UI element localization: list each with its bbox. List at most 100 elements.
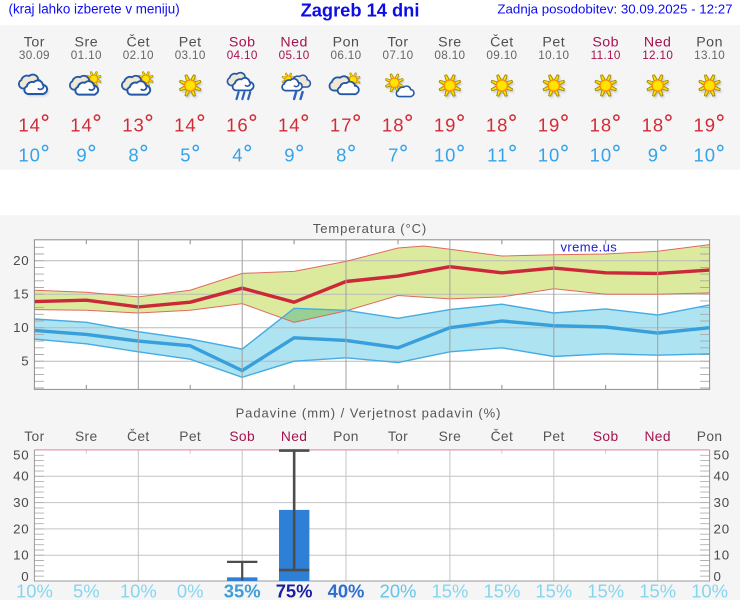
svg-text:Čet: Čet bbox=[127, 34, 151, 51]
svg-text:Ned: Ned bbox=[280, 35, 308, 51]
svg-text:13: 13 bbox=[122, 115, 145, 136]
svg-text:15%: 15% bbox=[639, 581, 676, 600]
svg-text:0%: 0% bbox=[177, 581, 204, 600]
svg-text:30.09: 30.09 bbox=[19, 49, 50, 62]
svg-text:Temperatura (°C): Temperatura (°C) bbox=[313, 221, 427, 236]
svg-text:20%: 20% bbox=[380, 581, 417, 600]
svg-text:10: 10 bbox=[714, 548, 730, 563]
svg-text:Čet: Čet bbox=[127, 428, 150, 444]
svg-text:4: 4 bbox=[232, 145, 243, 166]
svg-text:Pet: Pet bbox=[179, 35, 202, 51]
svg-text:14: 14 bbox=[70, 115, 93, 136]
svg-text:Tor: Tor bbox=[24, 429, 44, 444]
svg-text:30: 30 bbox=[714, 495, 730, 510]
svg-text:20: 20 bbox=[714, 521, 730, 536]
svg-text:15%: 15% bbox=[587, 581, 624, 600]
svg-text:19: 19 bbox=[434, 115, 457, 136]
svg-text:04.10: 04.10 bbox=[227, 49, 258, 62]
svg-text:10.10: 10.10 bbox=[538, 49, 569, 62]
svg-text:Ned: Ned bbox=[644, 35, 672, 51]
svg-text:18: 18 bbox=[590, 115, 613, 136]
svg-text:Tor: Tor bbox=[388, 429, 408, 444]
svg-text:06.10: 06.10 bbox=[331, 49, 362, 62]
svg-text:14: 14 bbox=[278, 115, 301, 136]
svg-text:10: 10 bbox=[694, 145, 717, 166]
svg-text:Ned: Ned bbox=[281, 429, 308, 444]
svg-text:11.10: 11.10 bbox=[591, 49, 621, 62]
svg-text:Pon: Pon bbox=[696, 35, 723, 51]
svg-text:11: 11 bbox=[487, 145, 508, 166]
svg-text:18: 18 bbox=[642, 115, 665, 136]
svg-text:08.10: 08.10 bbox=[434, 49, 465, 62]
svg-text:18: 18 bbox=[486, 115, 509, 136]
svg-text:02.10: 02.10 bbox=[123, 49, 154, 62]
svg-text:16: 16 bbox=[226, 115, 249, 136]
svg-text:10: 10 bbox=[434, 145, 457, 166]
svg-text:Sob: Sob bbox=[593, 429, 619, 444]
svg-text:Zadnja posodobitev: 30.09.2025: Zadnja posodobitev: 30.09.2025 - 12:27 bbox=[497, 2, 732, 17]
svg-text:03.10: 03.10 bbox=[175, 49, 206, 62]
svg-text:18: 18 bbox=[382, 115, 405, 136]
svg-text:40: 40 bbox=[13, 469, 29, 484]
svg-text:10: 10 bbox=[18, 145, 41, 166]
svg-text:35%: 35% bbox=[224, 581, 261, 600]
svg-text:Sre: Sre bbox=[438, 35, 462, 51]
svg-text:Pon: Pon bbox=[333, 429, 359, 444]
svg-text:8: 8 bbox=[336, 145, 347, 166]
svg-text:50: 50 bbox=[13, 448, 29, 463]
svg-text:5: 5 bbox=[180, 145, 191, 166]
svg-text:Sob: Sob bbox=[592, 35, 619, 51]
svg-text:10: 10 bbox=[13, 548, 29, 563]
svg-text:9: 9 bbox=[648, 145, 659, 166]
svg-text:Ned: Ned bbox=[644, 429, 671, 444]
svg-text:15: 15 bbox=[13, 287, 29, 302]
svg-text:Čet: Čet bbox=[491, 428, 514, 444]
svg-text:Sob: Sob bbox=[229, 35, 256, 51]
svg-text:07.10: 07.10 bbox=[383, 49, 414, 62]
svg-text:Tor: Tor bbox=[387, 35, 408, 51]
svg-text:(kraj lahko izberete v meniju): (kraj lahko izberete v meniju) bbox=[9, 2, 180, 17]
svg-text:Padavine (mm) / Verjetnost pad: Padavine (mm) / Verjetnost padavin (%) bbox=[236, 406, 502, 421]
svg-text:19: 19 bbox=[694, 115, 717, 136]
svg-text:10: 10 bbox=[590, 145, 613, 166]
svg-text:10: 10 bbox=[538, 145, 561, 166]
svg-text:30: 30 bbox=[13, 495, 29, 510]
svg-text:10%: 10% bbox=[691, 581, 728, 600]
svg-text:20: 20 bbox=[13, 253, 29, 268]
svg-text:13.10: 13.10 bbox=[694, 49, 725, 62]
svg-text:15%: 15% bbox=[483, 581, 520, 600]
svg-text:0: 0 bbox=[21, 569, 29, 584]
svg-text:12.10: 12.10 bbox=[642, 49, 673, 62]
svg-text:0: 0 bbox=[714, 569, 722, 584]
svg-text:Sre: Sre bbox=[75, 429, 98, 444]
svg-text:5: 5 bbox=[21, 354, 29, 369]
svg-text:Sre: Sre bbox=[439, 429, 462, 444]
svg-text:vreme.us: vreme.us bbox=[561, 240, 618, 255]
svg-text:40: 40 bbox=[714, 469, 730, 484]
svg-text:14: 14 bbox=[174, 115, 197, 136]
svg-text:Tor: Tor bbox=[24, 35, 45, 51]
svg-text:09.10: 09.10 bbox=[486, 49, 517, 62]
svg-text:9: 9 bbox=[284, 145, 295, 166]
svg-text:Zagreb 14 dni: Zagreb 14 dni bbox=[301, 0, 420, 20]
svg-text:19: 19 bbox=[538, 115, 561, 136]
svg-text:17: 17 bbox=[330, 115, 353, 136]
svg-text:Pet: Pet bbox=[542, 35, 565, 51]
svg-text:20: 20 bbox=[13, 521, 29, 536]
svg-text:Pet: Pet bbox=[543, 429, 565, 444]
svg-text:15%: 15% bbox=[535, 581, 572, 600]
svg-text:05.10: 05.10 bbox=[279, 49, 310, 62]
svg-text:Sob: Sob bbox=[229, 429, 255, 444]
svg-text:40%: 40% bbox=[328, 581, 365, 600]
svg-text:Pon: Pon bbox=[333, 35, 360, 51]
svg-text:15%: 15% bbox=[431, 581, 468, 600]
svg-text:Čet: Čet bbox=[490, 34, 514, 51]
svg-text:Sre: Sre bbox=[75, 35, 99, 51]
svg-text:01.10: 01.10 bbox=[71, 49, 102, 62]
svg-text:10%: 10% bbox=[16, 581, 53, 600]
svg-text:5%: 5% bbox=[73, 581, 100, 600]
svg-text:8: 8 bbox=[128, 145, 139, 166]
svg-text:75%: 75% bbox=[276, 581, 313, 600]
svg-text:9: 9 bbox=[76, 145, 87, 166]
svg-text:14: 14 bbox=[18, 115, 41, 136]
